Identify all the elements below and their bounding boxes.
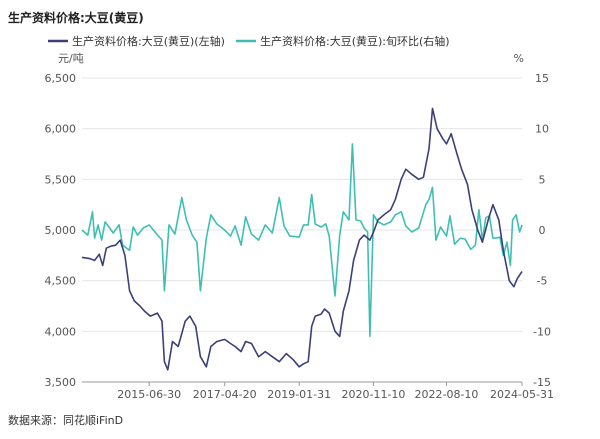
x-axis-ticks: 2015-06-30 2017-04-20 2019-01-31 2020-11-10…: [117, 382, 554, 401]
series-line-price: [81, 107, 523, 371]
right-tick-label: 0: [539, 224, 546, 237]
legend-label-right: 生产资料价格:大豆(黄豆):旬环比(右轴): [260, 34, 450, 48]
right-tick-label: -5: [537, 275, 548, 288]
right-tick-label: 10: [535, 123, 549, 136]
x-tick-label: 2022-08-10: [415, 388, 479, 401]
chart-title: 生产资料价格:大豆(黄豆): [8, 10, 144, 25]
left-tick-label: 5,500: [45, 173, 77, 186]
right-axis-ticks: 15 10 5 0 -5 -10 -15: [533, 72, 551, 389]
right-tick-label: 5: [539, 173, 546, 186]
left-tick-label: 4,000: [45, 325, 77, 338]
x-tick-label: 2020-11-10: [341, 388, 405, 401]
gridlines: [82, 77, 522, 332]
data-source: 数据来源：同花顺iFinD: [8, 413, 123, 427]
x-tick-label: 2024-05-31: [490, 388, 554, 401]
x-tick-label: 2015-06-30: [117, 388, 181, 401]
legend-label-left: 生产资料价格:大豆(黄豆)(左轴): [72, 34, 225, 48]
right-tick-label: -15: [533, 376, 551, 389]
legend: 生产资料价格:大豆(黄豆)(左轴) 生产资料价格:大豆(黄豆):旬环比(右轴): [48, 34, 450, 48]
left-tick-label: 5,000: [45, 224, 77, 237]
left-axis-ticks: 6,500 6,000 5,500 5,000 4,500 4,000 3,500: [45, 72, 77, 389]
left-tick-label: 3,500: [45, 376, 77, 389]
left-tick-label: 6,500: [45, 72, 77, 85]
left-tick-label: 6,000: [45, 123, 77, 136]
x-tick-label: 2019-01-31: [267, 388, 331, 401]
left-tick-label: 4,500: [45, 275, 77, 288]
left-axis-unit: 元/吨: [58, 52, 84, 65]
series-line-mom: [81, 143, 523, 338]
right-tick-label: 15: [535, 72, 549, 85]
right-tick-label: -10: [533, 325, 551, 338]
right-axis-unit: %: [514, 52, 524, 65]
x-tick-label: 2017-04-20: [193, 388, 257, 401]
